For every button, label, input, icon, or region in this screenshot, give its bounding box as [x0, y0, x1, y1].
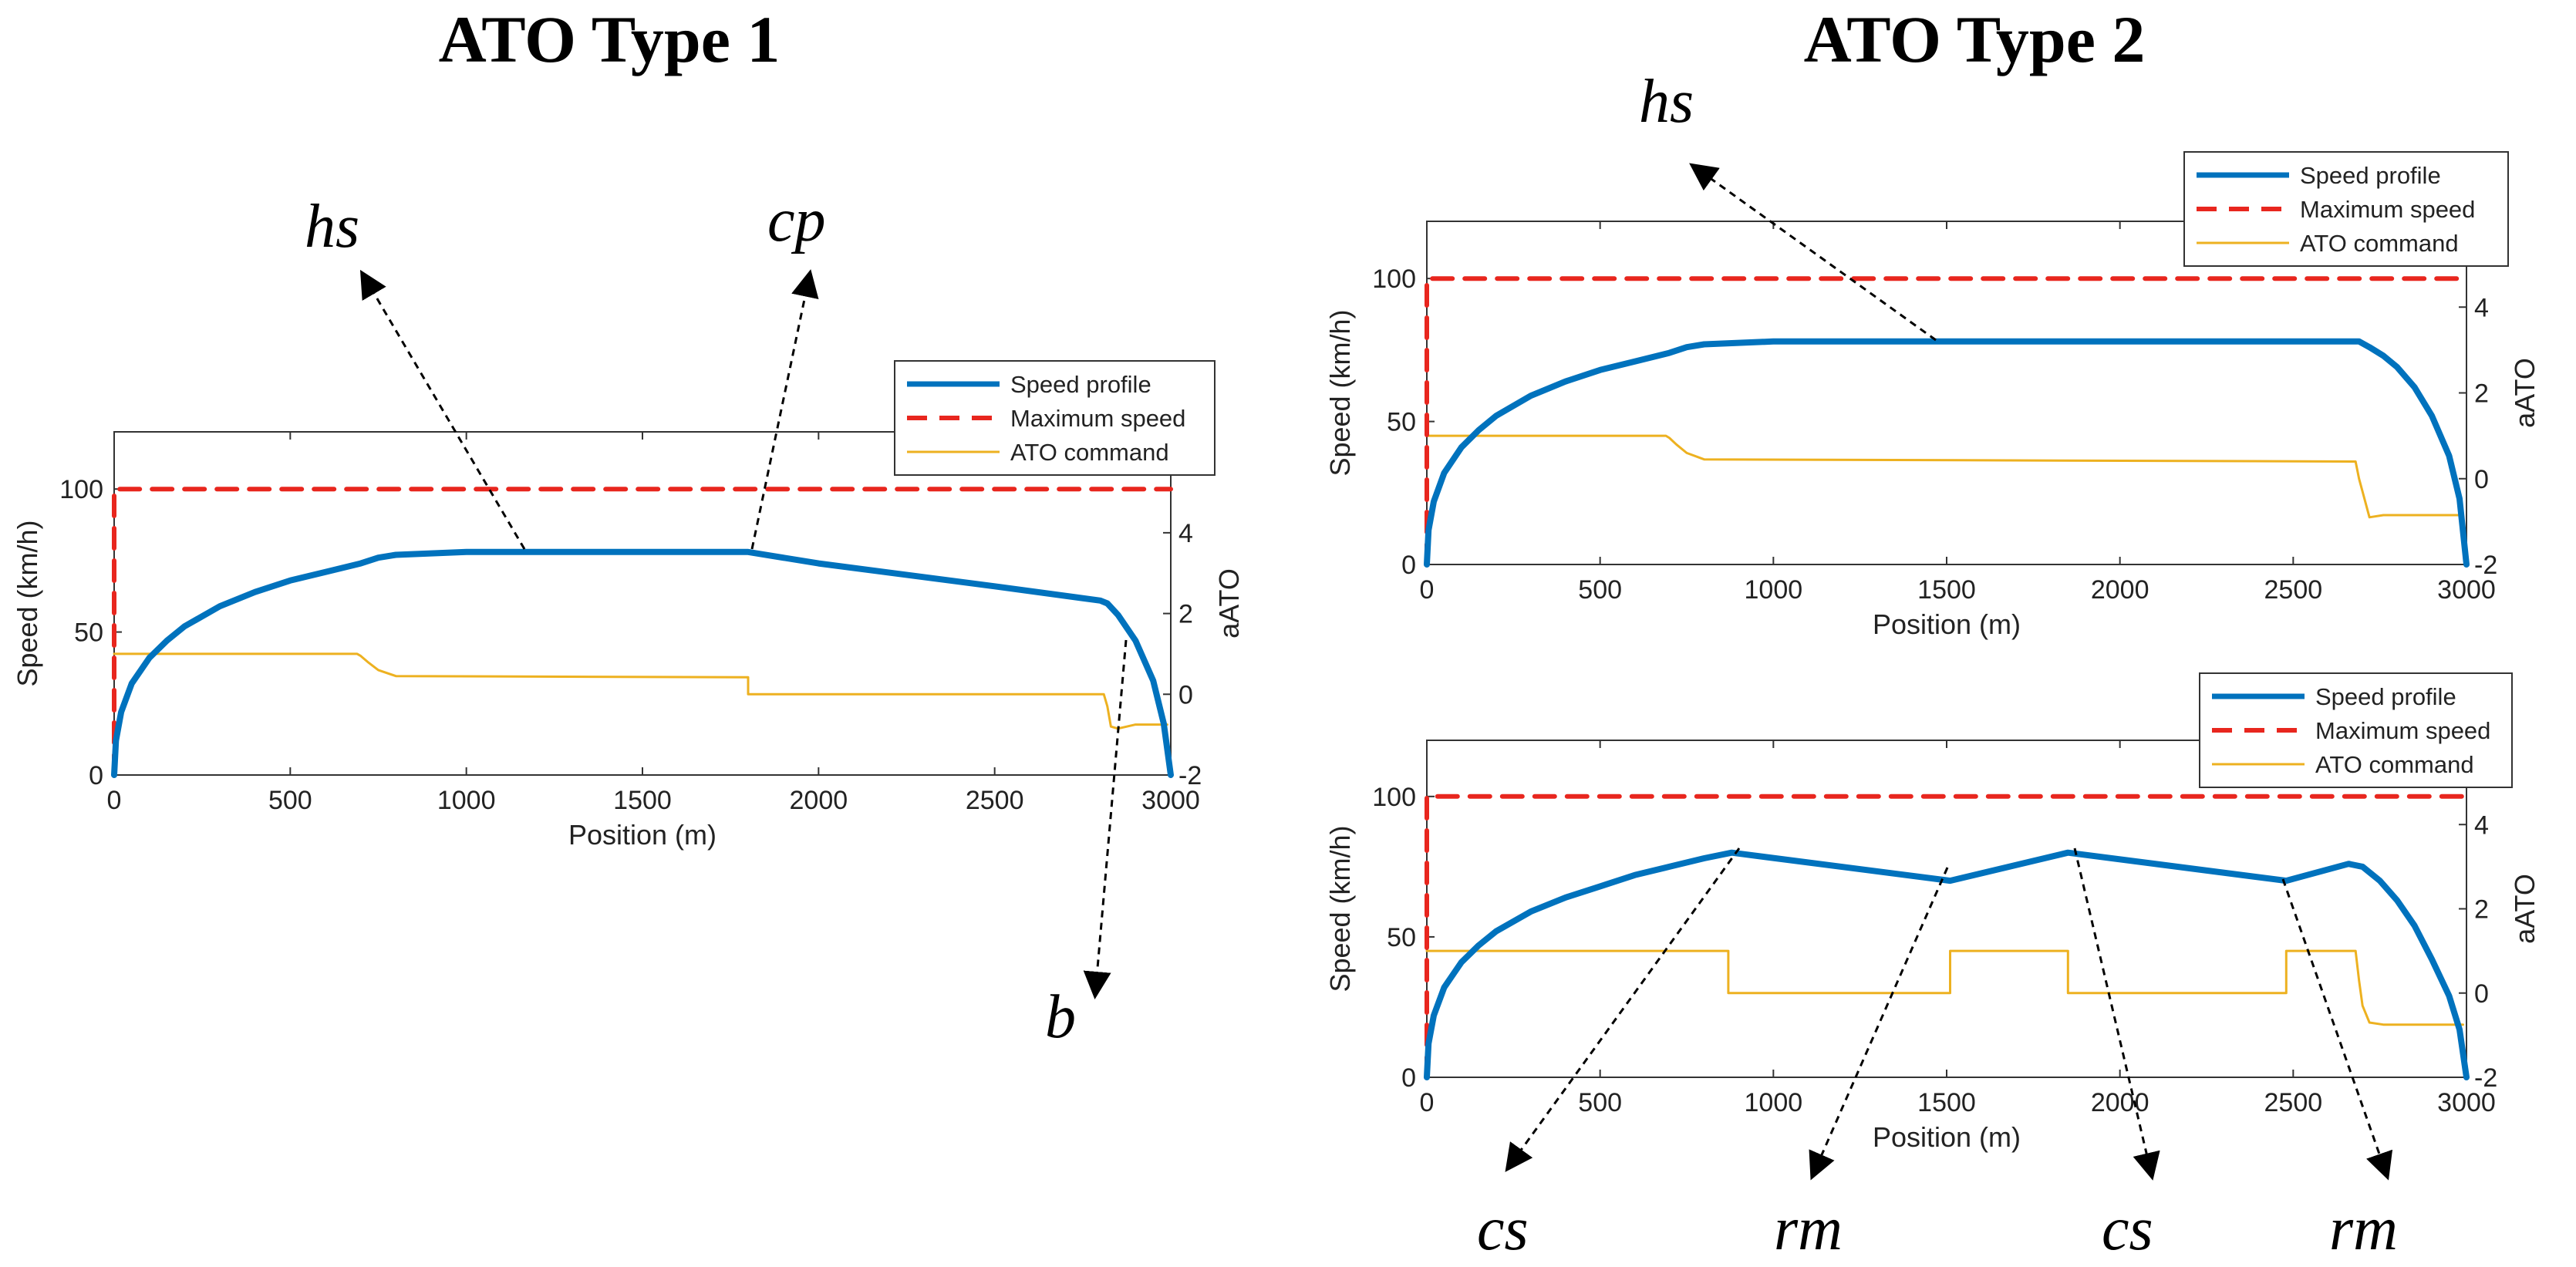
chart-ato-type-2-bottom: 0 500 1000 1500 2000 2500 3000 0 50 100 -2 0 2 4 Posit… — [1324, 672, 2541, 1153]
annotations: hs cp b hs cs rm cs rm — [305, 68, 2398, 1263]
x-tick-label: 2500 — [2264, 575, 2323, 605]
y2-tick-label: 4 — [2474, 293, 2489, 322]
legend-label: Maximum speed — [2315, 717, 2490, 744]
y2-tick-label: 0 — [2474, 979, 2489, 1009]
series-speed-profile — [1424, 338, 2470, 568]
series-speed-profile — [111, 548, 1174, 778]
right-section-title: ATO Type 2 — [1804, 2, 2146, 76]
series-maximum-speed — [112, 487, 1173, 777]
y-tick-label: 0 — [1401, 551, 1416, 580]
x-tick-label: 1500 — [1917, 1088, 1976, 1117]
chart-ato-type-2-top: 0 500 1000 1500 2000 2500 3000 0 50 100 -2 0 2 4 Posit… — [1324, 151, 2541, 640]
y-tick-label: 50 — [1387, 923, 1416, 952]
legend-label: Speed profile — [1010, 371, 1151, 398]
annotation-cp-type1: cp — [767, 187, 826, 254]
x-axis-label: Position (m) — [568, 819, 716, 851]
y-tick-label: 100 — [59, 475, 103, 504]
plot-area — [113, 431, 1172, 776]
b-arrow-type1 — [1083, 639, 1128, 999]
y2-tick-label: -2 — [2474, 1063, 2497, 1093]
x-tick-label: 3000 — [2437, 1088, 2496, 1117]
x-tick-label: 1000 — [1745, 1088, 1803, 1117]
legend-label: Maximum speed — [2300, 196, 2475, 223]
series-ato-command — [1425, 434, 2464, 519]
x-tick-label: 0 — [1420, 575, 1435, 605]
y2-tick-label: 2 — [2474, 895, 2489, 925]
annotation-hs-type2: hs — [1639, 68, 1694, 136]
x-axis-label: Position (m) — [1873, 608, 2021, 640]
series-ato-command — [1425, 949, 2464, 1026]
plot-area — [1426, 740, 2467, 1078]
annotation-cs-2: cs — [2102, 1195, 2153, 1263]
series-maximum-speed — [1425, 276, 2469, 567]
chart-ato-type-1: 0 500 1000 1500 2000 2500 3000 0 50 100 -2 0 2 4 Posit… — [12, 360, 1245, 851]
series-speed-profile — [1424, 849, 2470, 1080]
x-tick-label: 500 — [1578, 1088, 1622, 1117]
x-tick-label: 2000 — [2091, 1088, 2149, 1117]
legend-label: ATO command — [2300, 230, 2459, 257]
y-tick-label: 0 — [89, 761, 103, 790]
legend-label: ATO command — [2315, 751, 2474, 778]
y2-axis-label: aATO — [1213, 568, 1245, 639]
y2-tick-label: 2 — [2474, 379, 2489, 409]
y2-tick-label: -2 — [1178, 761, 1202, 790]
series-ato-command — [113, 652, 1168, 730]
y-tick-label: 50 — [1387, 408, 1416, 437]
x-tick-label: 1000 — [437, 786, 496, 815]
annotation-b-type1: b — [1045, 983, 1076, 1051]
x-tick-label: 2500 — [2264, 1088, 2323, 1117]
legend-label: Speed profile — [2300, 162, 2441, 189]
y-axis-label: Speed (km/h) — [1324, 309, 1356, 476]
annotation-cs-1: cs — [1477, 1195, 1529, 1263]
x-tick-label: 3000 — [1141, 786, 1200, 815]
y2-tick-label: 0 — [2474, 465, 2489, 494]
y-tick-label: 0 — [1401, 1063, 1416, 1093]
rm-arrow-2 — [2281, 878, 2393, 1181]
rm-arrow-1 — [1809, 867, 1949, 1181]
x-tick-label: 2500 — [966, 786, 1024, 815]
y2-axis-label: aATO — [2509, 358, 2541, 428]
y-axis-label: Speed (km/h) — [12, 520, 43, 686]
y2-tick-label: 2 — [1178, 600, 1193, 629]
annotation-rm-1: rm — [1774, 1195, 1843, 1263]
y-axis-label: Speed (km/h) — [1324, 825, 1356, 992]
y-tick-label: 50 — [74, 618, 103, 648]
x-tick-label: 1500 — [613, 786, 672, 815]
annotation-hs-type1: hs — [305, 193, 359, 261]
cs-arrow-1 — [1505, 847, 1741, 1172]
x-tick-label: 3000 — [2437, 575, 2496, 605]
legend-label: Speed profile — [2315, 683, 2456, 710]
x-tick-label: 0 — [1420, 1088, 1435, 1117]
y-tick-label: 100 — [1372, 265, 1416, 294]
cs-arrow-2 — [2073, 847, 2160, 1181]
x-tick-label: 1000 — [1745, 575, 1803, 605]
legend-label: ATO command — [1010, 439, 1169, 466]
x-tick-label: 500 — [1578, 575, 1622, 605]
cp-arrow-type1 — [750, 269, 819, 550]
x-tick-label: 2000 — [2091, 575, 2149, 605]
y2-tick-label: 4 — [1178, 519, 1193, 548]
left-section-title: ATO Type 1 — [439, 2, 781, 76]
y2-tick-label: 0 — [1178, 680, 1193, 709]
x-tick-label: 500 — [268, 786, 312, 815]
legend-label: Maximum speed — [1010, 405, 1185, 432]
series-maximum-speed — [1425, 794, 2469, 1080]
y2-tick-label: -2 — [2474, 551, 2497, 580]
x-tick-label: 2000 — [790, 786, 848, 815]
x-tick-label: 1500 — [1917, 575, 1976, 605]
annotation-rm-2: rm — [2329, 1195, 2398, 1263]
y2-tick-label: 4 — [2474, 810, 2489, 840]
hs-arrow-type2 — [1689, 163, 1937, 342]
plot-area — [1426, 221, 2467, 565]
hs-arrow-type1 — [359, 269, 526, 550]
y2-axis-label: aATO — [2509, 874, 2541, 944]
x-axis-label: Position (m) — [1873, 1121, 2021, 1153]
x-tick-label: 0 — [107, 786, 122, 815]
y-tick-label: 100 — [1372, 783, 1416, 812]
